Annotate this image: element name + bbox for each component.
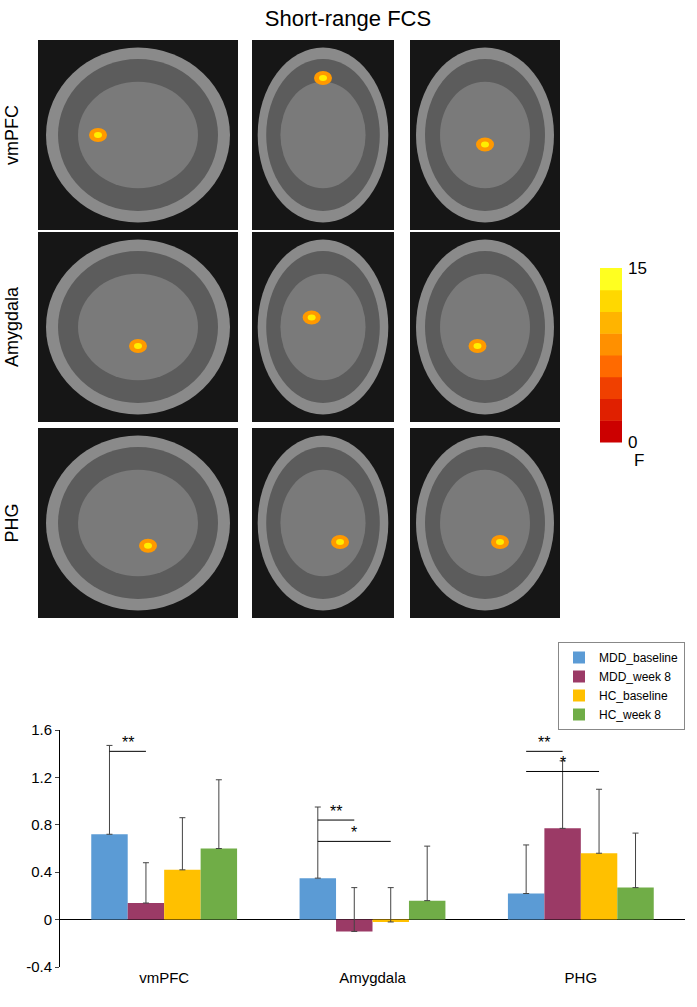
svg-text:HC_baseline: HC_baseline: [599, 689, 668, 703]
svg-text:Amygdala: Amygdala: [339, 969, 406, 986]
svg-text:0.4: 0.4: [31, 863, 52, 880]
svg-text:*: *: [351, 824, 357, 841]
svg-text:-0.4: -0.4: [26, 958, 52, 975]
svg-text:PHG: PHG: [565, 969, 598, 986]
svg-text:**: **: [122, 734, 134, 751]
svg-text:*: *: [560, 754, 566, 771]
svg-text:1.2: 1.2: [31, 769, 52, 786]
svg-text:0: 0: [628, 433, 637, 452]
svg-text:MDD_week 8: MDD_week 8: [599, 670, 671, 684]
svg-text:0.8: 0.8: [31, 816, 52, 833]
svg-text:**: **: [330, 803, 342, 820]
svg-text:MDD_baseline: MDD_baseline: [599, 651, 678, 665]
svg-text:15: 15: [628, 259, 647, 278]
svg-text:F: F: [634, 451, 644, 470]
svg-text:**: **: [538, 734, 550, 751]
svg-text:Amygdala: Amygdala: [2, 286, 22, 367]
svg-text:PHG: PHG: [2, 503, 22, 542]
svg-text:vmPFC: vmPFC: [139, 969, 189, 986]
svg-text:Short-range FCS: Short-range FCS: [265, 6, 431, 31]
svg-text:0: 0: [44, 911, 52, 928]
svg-text:vmPFC: vmPFC: [2, 105, 22, 165]
svg-text:HC_week 8: HC_week 8: [599, 708, 661, 722]
svg-text:1.6: 1.6: [31, 721, 52, 738]
